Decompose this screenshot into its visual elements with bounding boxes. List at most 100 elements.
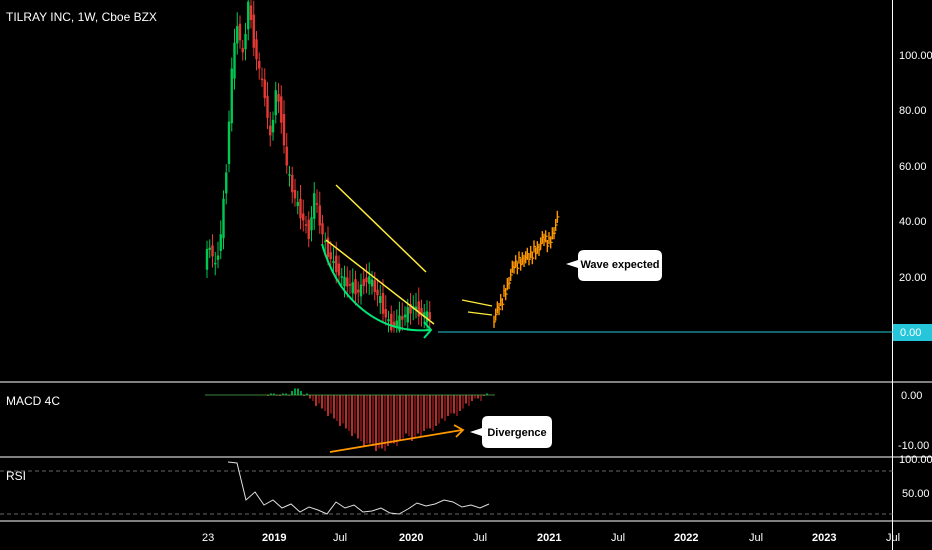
candle-body: [233, 42, 236, 79]
price-tick: 60.00: [899, 161, 927, 173]
macd-tick: 0.00: [901, 390, 922, 402]
macd-axis[interactable]: 0.00 -10.00: [898, 390, 929, 452]
candle-body: [420, 307, 423, 316]
candle-body: [379, 296, 382, 303]
candle-body: [392, 321, 396, 327]
candle-body: [269, 125, 272, 136]
rsi-tick: 100.00: [899, 454, 932, 466]
candle-body: [205, 249, 209, 270]
divergence-arrow-line[interactable]: [329, 429, 463, 453]
time-tick: Jul: [333, 532, 347, 544]
flag-upper-line[interactable]: [461, 299, 493, 307]
chart-title: TILRAY INC, 1W, Cboe BZX: [6, 10, 157, 24]
candle-body: [271, 119, 275, 133]
candle-body: [208, 247, 211, 250]
candle-body: [219, 234, 222, 251]
candle-body: [357, 289, 360, 293]
candle-body: [236, 26, 239, 44]
candle-body: [214, 262, 217, 265]
candle-body: [384, 309, 387, 318]
candle-body: [255, 39, 258, 60]
candle-body: [238, 23, 242, 41]
price-axis[interactable]: 100.00 80.00 60.00 40.00 20.00 0.00: [893, 50, 932, 341]
candle-body: [216, 255, 220, 260]
time-tick: Jul: [749, 532, 763, 544]
candle-body: [315, 203, 319, 205]
rsi-label: RSI: [6, 469, 26, 483]
flag-lower-line[interactable]: [467, 311, 493, 316]
macd-label: MACD 4C: [6, 394, 60, 408]
macd-tick: -10.00: [898, 440, 929, 452]
candle-body: [211, 245, 214, 257]
candle-body: [362, 279, 365, 287]
candle-body: [313, 193, 316, 219]
time-tick: 23: [202, 532, 214, 544]
candle-body: [425, 311, 429, 323]
candle-body: [332, 261, 335, 264]
bottom-arc-arrowhead: [423, 321, 433, 339]
candle-body: [368, 276, 371, 284]
wave-callout-text: Wave expected: [580, 259, 659, 271]
channel-lower-line[interactable]: [325, 239, 435, 325]
divergence-arrowhead: [453, 424, 465, 438]
divergence-callout-text: Divergence: [487, 427, 546, 439]
candle-body: [222, 198, 225, 239]
candle-body: [302, 213, 305, 221]
time-tick: 2023: [812, 532, 836, 544]
candle-body: [277, 94, 280, 102]
candle-body: [282, 114, 286, 146]
current-price-badge: [893, 324, 932, 341]
candle-body: [266, 95, 269, 118]
candle-body: [258, 60, 261, 69]
candle-body: [241, 48, 244, 53]
divergence-callout-box[interactable]: [470, 416, 552, 448]
candle-body: [337, 263, 341, 276]
time-tick: 2019: [262, 532, 286, 544]
candle-body: [376, 289, 379, 296]
candle-body: [247, 1, 250, 30]
candle-body: [390, 313, 393, 331]
candle-body: [304, 224, 308, 226]
time-tick: 2020: [399, 532, 423, 544]
candle-body: [343, 276, 346, 287]
candle-body: [296, 201, 299, 207]
macd-histogram: [267, 388, 488, 451]
bottom-arc[interactable]: [321, 243, 431, 332]
time-tick: 2022: [674, 532, 698, 544]
current-price-text: 0.00: [900, 327, 921, 339]
time-axis[interactable]: 23 2019 Jul 2020 Jul 2021 Jul 2022 Jul 2…: [202, 532, 900, 544]
candle-body: [244, 33, 247, 50]
candle-body: [321, 223, 324, 235]
candle-body: [252, 14, 255, 48]
candle-body: [365, 277, 368, 283]
candle-body: [406, 307, 409, 323]
candle-body: [326, 237, 330, 257]
wave-callout-box[interactable]: [566, 250, 662, 281]
candle-body: [370, 279, 374, 287]
candle-body: [263, 79, 266, 99]
candle-body: [230, 68, 233, 124]
candle-body: [293, 189, 297, 199]
price-candles: [205, 0, 431, 333]
time-tick: 2021: [537, 532, 561, 544]
candle-body: [329, 252, 332, 260]
candle-body: [291, 175, 294, 193]
candle-body: [288, 174, 291, 176]
candle-body: [395, 320, 398, 329]
candle-body: [227, 121, 231, 164]
channel-upper-line[interactable]: [335, 184, 427, 273]
price-tick: 100.00: [899, 50, 932, 62]
candle-body: [398, 315, 401, 331]
candle-body: [285, 146, 288, 166]
candle-body: [373, 280, 376, 293]
candle-body: [403, 314, 407, 318]
time-tick: Jul: [473, 532, 487, 544]
rsi-axis[interactable]: 100.00 50.00: [899, 454, 932, 500]
candle-body: [225, 172, 228, 194]
candle-body: [307, 219, 310, 239]
price-tick: 80.00: [899, 105, 927, 117]
price-tick: 40.00: [899, 216, 927, 228]
candle-body: [299, 198, 302, 219]
candle-body: [340, 276, 343, 278]
